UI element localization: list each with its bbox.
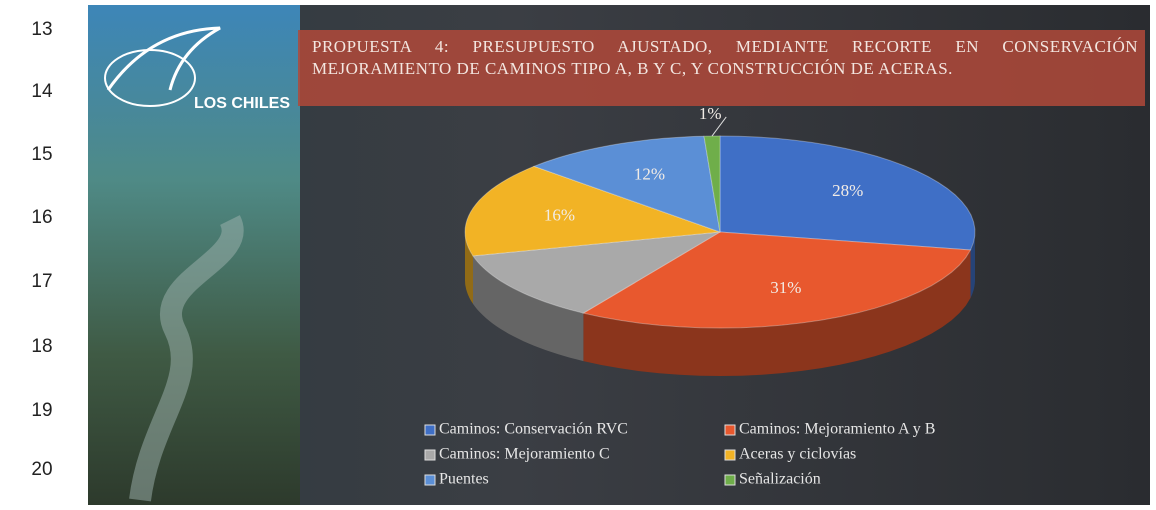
slice-side bbox=[583, 250, 971, 376]
data-label: 1% bbox=[699, 104, 722, 123]
slice-side bbox=[465, 232, 473, 304]
legend-swatch bbox=[424, 424, 436, 436]
line-number: 16 bbox=[31, 207, 52, 228]
legend-label: Señalización bbox=[739, 471, 821, 488]
legend-swatch bbox=[724, 424, 736, 436]
logo-bird bbox=[106, 26, 221, 91]
title-box bbox=[298, 30, 1145, 106]
pie-slice bbox=[472, 231, 721, 314]
chart-title: PROPUESTA 4: PRESUPUESTO AJUSTADO, MEDIA… bbox=[312, 37, 1138, 78]
line-number: 13 bbox=[31, 19, 52, 40]
line-number: 19 bbox=[31, 400, 52, 421]
line-number: 20 bbox=[31, 459, 52, 480]
legend-label: Puentes bbox=[439, 471, 489, 488]
line-number: 17 bbox=[31, 271, 52, 292]
pie-slice bbox=[464, 165, 721, 257]
legend-label: Caminos: Conservación RVC bbox=[439, 421, 628, 438]
legend-swatch bbox=[424, 474, 436, 486]
slice-side bbox=[473, 255, 584, 362]
legend-swatch bbox=[424, 449, 436, 461]
logo-ring bbox=[104, 49, 196, 107]
legend-label: Aceras y ciclovías bbox=[739, 446, 856, 463]
data-label: 16% bbox=[544, 205, 575, 224]
data-label: 31% bbox=[770, 278, 801, 297]
line-number: 14 bbox=[31, 81, 53, 102]
pie-slice bbox=[582, 231, 972, 329]
leader-line bbox=[711, 116, 727, 137]
slice-side bbox=[970, 232, 975, 298]
side-photo bbox=[88, 5, 300, 505]
logo-text: LOS CHILES bbox=[194, 95, 290, 112]
line-number: 15 bbox=[31, 144, 52, 165]
data-label: 28% bbox=[832, 181, 863, 200]
legend-swatch bbox=[724, 449, 736, 461]
river bbox=[129, 215, 244, 502]
data-label: 12% bbox=[634, 164, 665, 183]
line-number: 18 bbox=[31, 336, 52, 357]
pie-slice bbox=[719, 135, 976, 251]
legend-label: Caminos: Mejoramiento C bbox=[439, 446, 610, 463]
legend-label: Caminos: Mejoramiento A y B bbox=[739, 421, 935, 438]
legend-swatch bbox=[724, 474, 736, 486]
pie-slice bbox=[532, 135, 721, 233]
